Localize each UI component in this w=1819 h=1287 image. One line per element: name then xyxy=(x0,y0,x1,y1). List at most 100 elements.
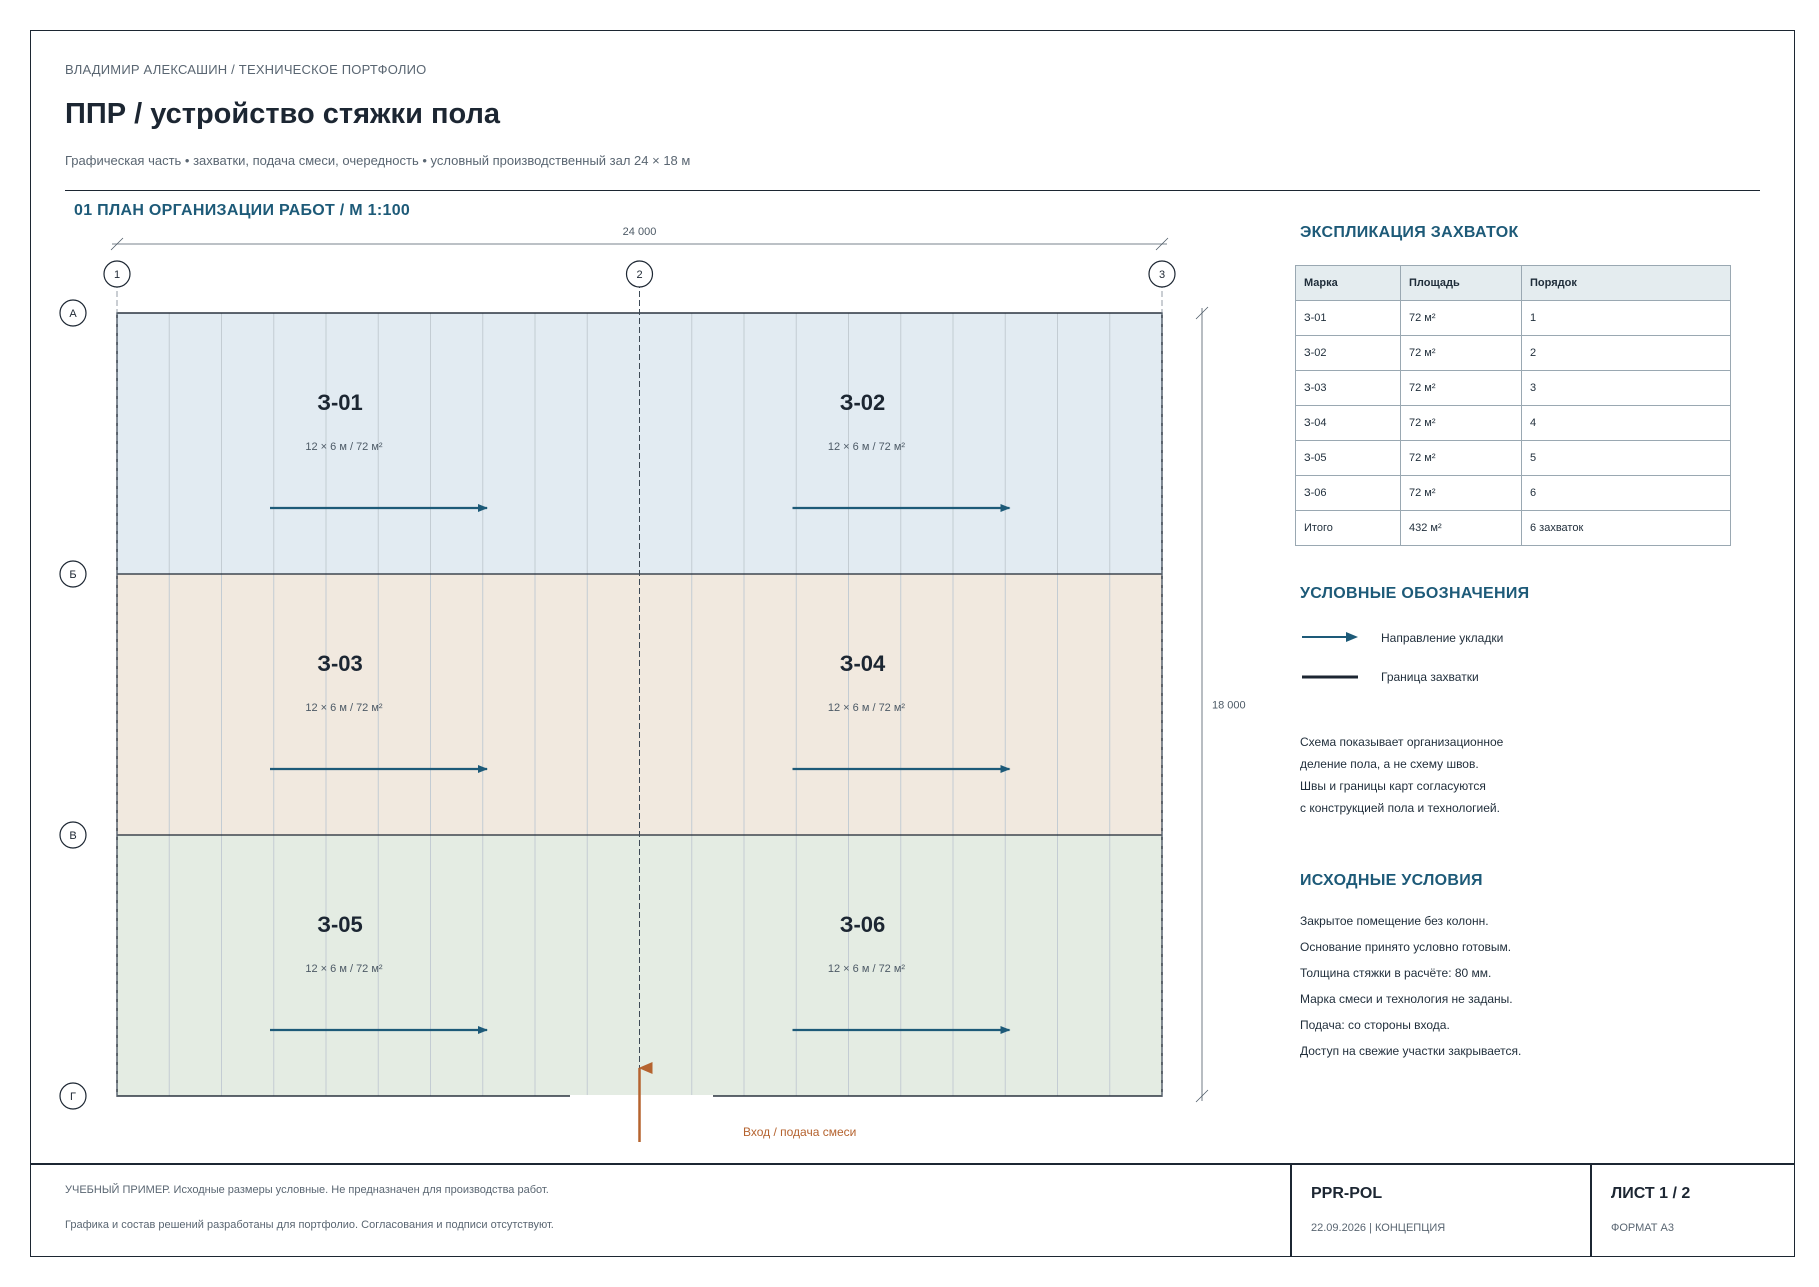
zone-mark-label: З-04 xyxy=(840,651,886,676)
cell-mark: З-05 xyxy=(1295,440,1401,476)
conditions-title: ИСХОДНЫЕ УСЛОВИЯ xyxy=(1300,872,1483,889)
zone-size-label: 12 × 6 м / 72 м² xyxy=(305,963,383,975)
zone-boundary-line-icon xyxy=(1302,675,1358,679)
table-row: З-06 72 м² 6 xyxy=(1295,475,1731,511)
disclaimer-line-1: УЧЕБНЫЙ ПРИМЕР. Исходные размеры условны… xyxy=(65,1184,549,1196)
cell-order: 6 захваток xyxy=(1521,510,1731,546)
entry-opening xyxy=(570,1095,713,1100)
axis-marker-row xyxy=(59,1082,87,1110)
dimension-tick xyxy=(1195,306,1209,320)
table-row: З-01 72 м² 1 xyxy=(1295,300,1731,336)
condition-item: Толщина стяжки в расчёте: 80 мм. xyxy=(1300,966,1492,980)
dimension-label-height: 18 000 xyxy=(1212,700,1246,712)
cell-area: 72 м² xyxy=(1400,475,1522,511)
cell-mark: Итого xyxy=(1295,510,1401,546)
cell-area: 432 м² xyxy=(1400,510,1522,546)
note-line: с конструкцией пола и технологией. xyxy=(1300,801,1500,815)
table-row-total: Итого 432 м² 6 захваток xyxy=(1295,510,1731,546)
condition-item: Основание принято условно готовым. xyxy=(1300,940,1512,954)
cell-mark: З-06 xyxy=(1295,475,1401,511)
zone-size-label: 12 × 6 м / 72 м² xyxy=(828,963,906,975)
zone-mark-label: З-02 xyxy=(840,390,886,415)
legend-title: УСЛОВНЫЕ ОБОЗНАЧЕНИЯ xyxy=(1300,585,1530,602)
dimension-tick xyxy=(110,237,124,251)
title-block-top-line xyxy=(30,1163,1795,1165)
cell-order: 6 xyxy=(1521,475,1731,511)
cell-mark: З-03 xyxy=(1295,370,1401,406)
header-divider xyxy=(65,190,1760,191)
dimension-tick xyxy=(1195,1089,1209,1103)
axis-marker-row xyxy=(59,299,87,327)
cell-order: 4 xyxy=(1521,405,1731,441)
drawing-sheet-frame xyxy=(30,30,1795,1257)
condition-item: Подача: со стороны входа. xyxy=(1300,1018,1450,1032)
laying-direction-arrow-icon xyxy=(1302,632,1358,642)
table-row: З-04 72 м² 4 xyxy=(1295,405,1731,441)
dimension-tick xyxy=(1155,237,1169,251)
axis-marker-column xyxy=(1148,260,1176,288)
zone-size-label: 12 × 6 м / 72 м² xyxy=(828,702,906,714)
table-row: З-05 72 м² 5 xyxy=(1295,440,1731,476)
cell-mark: З-02 xyxy=(1295,335,1401,371)
col-header-area: Площадь xyxy=(1400,265,1522,301)
axis-marker-column xyxy=(625,260,654,288)
condition-item: Закрытое помещение без колонн. xyxy=(1300,914,1489,928)
legend-item-boundary: Граница захватки xyxy=(1381,670,1479,684)
cell-order: 5 xyxy=(1521,440,1731,476)
note-line: Швы и границы карт согласуются xyxy=(1300,779,1486,793)
zone-size-label: 12 × 6 м / 72 м² xyxy=(305,441,383,453)
zone-size-label: 12 × 6 м / 72 м² xyxy=(305,702,383,714)
cell-area: 72 м² xyxy=(1400,440,1522,476)
page-subtitle: Графическая часть • захватки, подача сме… xyxy=(65,153,691,168)
explication-header-row: Марка Площадь Порядок xyxy=(1295,265,1731,301)
note-line: деление пола, а не схему швов. xyxy=(1300,757,1479,771)
legend-item-direction: Направление укладки xyxy=(1381,631,1504,645)
explication-table: Марка Площадь Порядок З-01 72 м² 1 З-02 72 … xyxy=(1295,265,1731,546)
title-block-divider xyxy=(1290,1163,1292,1257)
condition-item: Доступ на свежие участки закрывается. xyxy=(1300,1044,1522,1058)
cell-order: 3 xyxy=(1521,370,1731,406)
axis-label-row: А xyxy=(69,308,77,320)
axis-label-row: Б xyxy=(69,569,76,581)
zone-size-label: 12 × 6 м / 72 м² xyxy=(828,441,906,453)
axis-marker-row xyxy=(59,560,87,588)
cell-mark: З-01 xyxy=(1295,300,1401,336)
date-status: 22.09.2026 | КОНЦЕПЦИЯ xyxy=(1311,1222,1446,1234)
dimension-label-width: 24 000 xyxy=(623,226,657,238)
zone-mark-label: З-03 xyxy=(317,651,363,676)
table-row: З-03 72 м² 3 xyxy=(1295,370,1731,406)
sheet-format: ФОРМАТ А3 xyxy=(1611,1222,1675,1234)
cell-order: 2 xyxy=(1521,335,1731,371)
table-row: З-02 72 м² 2 xyxy=(1295,335,1731,371)
cell-area: 72 м² xyxy=(1400,370,1522,406)
explication-title: ЭКСПЛИКАЦИЯ ЗАХВАТОК xyxy=(1300,224,1519,241)
entry-label: Вход / подача смеси xyxy=(743,1125,856,1139)
breadcrumb: ВЛАДИМИР АЛЕКСАШИН / ТЕХНИЧЕСКОЕ ПОРТФОЛ… xyxy=(65,62,427,77)
page-title: ППР / устройство стяжки пола xyxy=(65,98,501,130)
cell-area: 72 м² xyxy=(1400,405,1522,441)
axis-marker-row xyxy=(59,821,87,849)
cell-mark: З-04 xyxy=(1295,405,1401,441)
zone-mark-label: З-05 xyxy=(317,912,363,937)
axis-label-column: 1 xyxy=(114,269,120,281)
cell-area: 72 м² xyxy=(1400,300,1522,336)
title-block-divider xyxy=(1590,1163,1592,1257)
document-code: PPR-POL xyxy=(1311,1185,1383,1202)
plan-note: Схема показывает организационное деление… xyxy=(1300,731,1503,819)
axis-marker-column xyxy=(103,260,131,288)
axis-label-column: 2 xyxy=(636,269,642,281)
axis-label-column: 3 xyxy=(1159,269,1165,281)
note-line: Схема показывает организационное xyxy=(1300,735,1504,749)
plan-section-title: 01 ПЛАН ОРГАНИЗАЦИИ РАБОТ / М 1:100 xyxy=(74,202,411,219)
cell-area: 72 м² xyxy=(1400,335,1522,371)
col-header-mark: Марка xyxy=(1295,265,1401,301)
sheet-number: ЛИСТ 1 / 2 xyxy=(1611,1185,1691,1202)
zone-mark-label: З-01 xyxy=(317,390,363,415)
axis-label-row: В xyxy=(69,830,76,842)
disclaimer-line-2: Графика и состав решений разработаны для… xyxy=(65,1219,554,1231)
condition-item: Марка смеси и технология не заданы. xyxy=(1300,992,1513,1006)
zone-mark-label: З-06 xyxy=(840,912,886,937)
axis-label-row: Г xyxy=(70,1091,76,1103)
col-header-order: Порядок xyxy=(1521,265,1731,301)
